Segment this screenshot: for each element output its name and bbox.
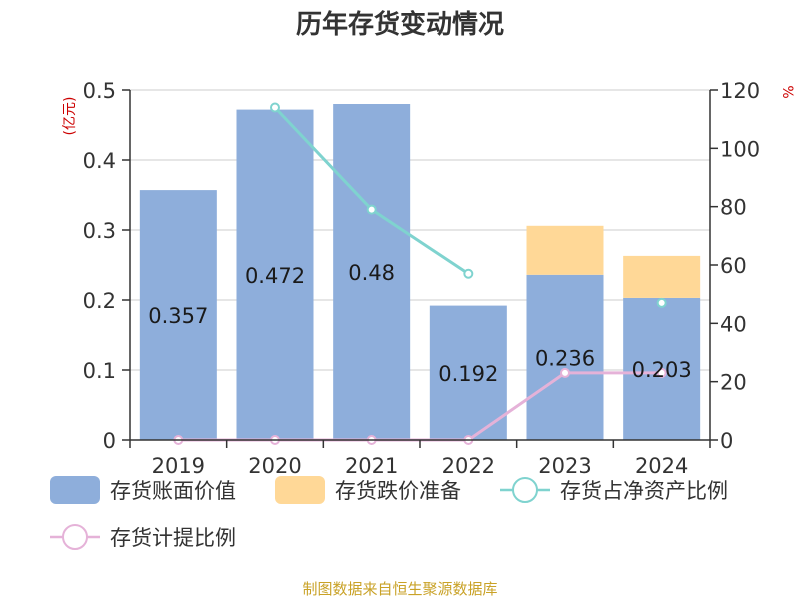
series-point [270, 102, 280, 113]
legend-swatch [275, 476, 325, 504]
left-tick-label: 0.1 [83, 359, 116, 383]
source-note: 制图数据来自恒生聚源数据库 [302, 580, 497, 598]
legend-marker [512, 477, 538, 503]
bar [429, 305, 507, 440]
x-tick-label: 2021 [345, 454, 398, 478]
series-point [463, 268, 474, 279]
bar [623, 255, 701, 298]
bar-value-label: 0.192 [438, 362, 498, 386]
left-tick-label: 0 [103, 429, 116, 453]
bar-value-label: 0.203 [632, 358, 692, 382]
right-tick-label: 60 [720, 254, 747, 278]
series-point [560, 367, 570, 378]
right-axis-unit: % [779, 85, 795, 98]
legend-swatch [50, 476, 100, 504]
bar [526, 225, 604, 275]
bar-labels: 0.357 0.472 0.48 0.192 0.236 0.203 [148, 261, 691, 386]
left-tick-label: 0.2 [83, 289, 116, 313]
series-point [656, 367, 667, 378]
legend-label: 存货跌价准备 [335, 479, 461, 503]
bar-value-label: 0.357 [148, 304, 208, 328]
gridlines [130, 89, 710, 371]
left-tick-label: 0.4 [83, 149, 116, 173]
legend-label: 存货账面价值 [110, 479, 236, 503]
bar-value-label: 0.472 [245, 264, 305, 288]
left-tick-label: 0.3 [83, 219, 116, 243]
bar-value-label: 0.236 [535, 346, 595, 370]
bar [236, 109, 314, 440]
bar-value-label: 0.48 [348, 261, 395, 285]
bar [526, 274, 604, 440]
right-tick-label: 120 [720, 79, 760, 103]
axes: 0 0.1 0.2 0.3 0.4 0.5 0 20 40 60 80 100 120 (亿元)% 2019… [62, 79, 795, 478]
x-tick-label: 2019 [152, 454, 205, 478]
left-tick-label: 0.5 [83, 79, 116, 103]
series-point [366, 204, 377, 215]
bar [333, 104, 411, 440]
bar [139, 190, 217, 440]
left-axis-unit: (亿元) [62, 97, 78, 136]
chart-title: 历年存货变动情况 [296, 9, 504, 40]
legend-label: 存货占净资产比例 [560, 479, 728, 503]
x-tick-label: 2022 [442, 454, 495, 478]
right-tick-label: 80 [720, 196, 747, 220]
x-tick-label: 2023 [538, 454, 591, 478]
legend-marker [62, 524, 88, 550]
right-tick-label: 20 [720, 371, 747, 395]
right-tick-label: 100 [720, 137, 760, 161]
legend-label: 存货计提比例 [110, 526, 236, 550]
series-point [656, 297, 667, 308]
right-tick-label: 40 [720, 312, 747, 336]
x-tick-label: 2024 [635, 454, 688, 478]
right-tick-label: 0 [720, 429, 733, 453]
x-tick-label: 2020 [248, 454, 301, 478]
bars [139, 104, 701, 440]
